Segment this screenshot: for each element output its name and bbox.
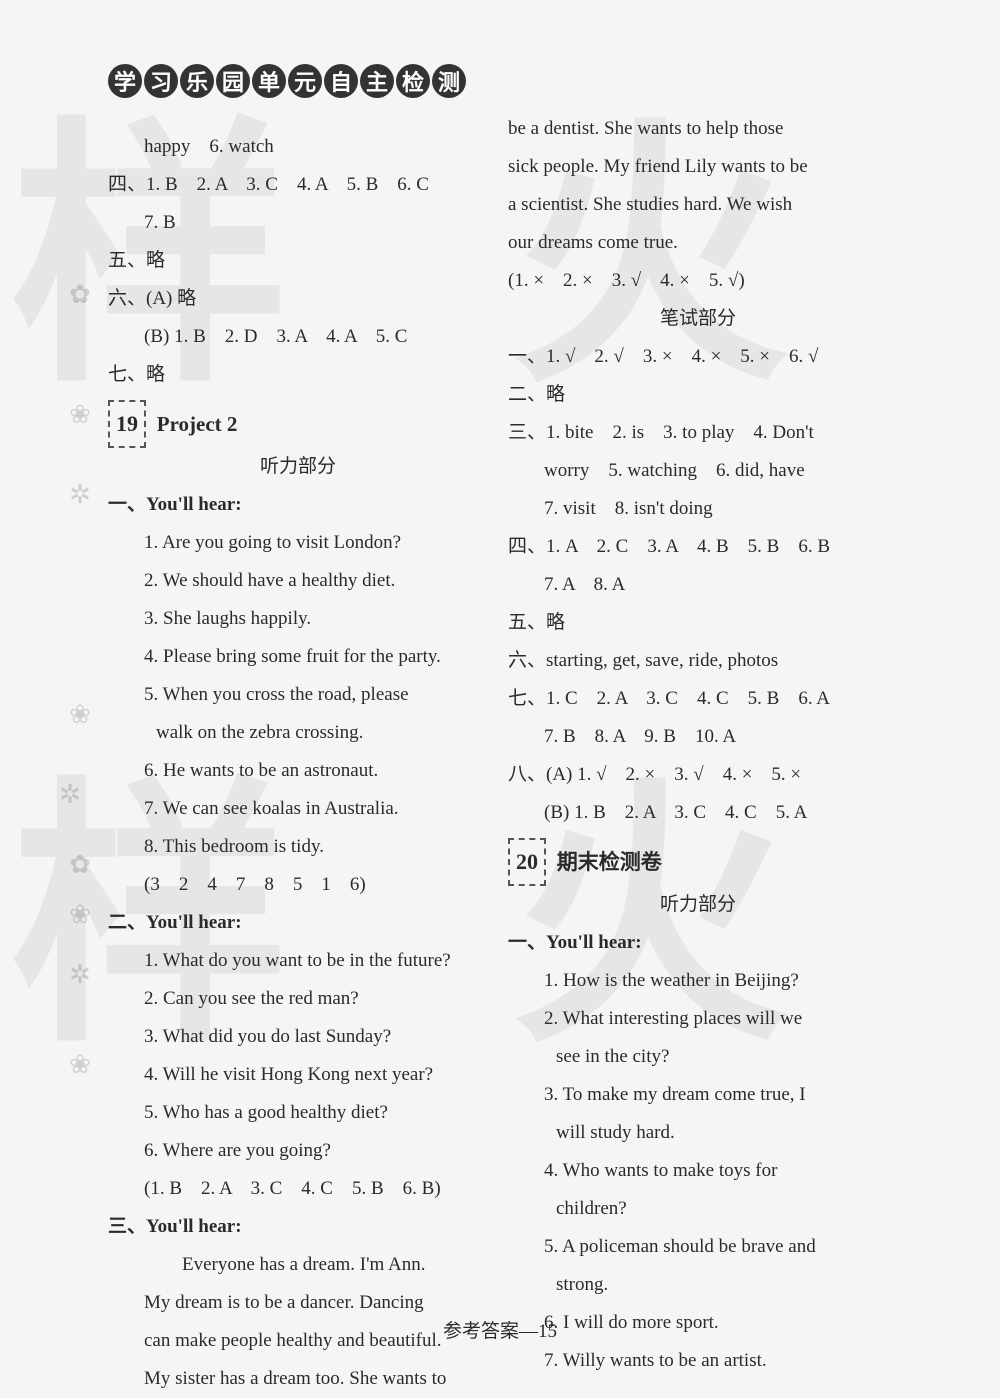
listen-item: 6. Where are you going?: [108, 1132, 488, 1170]
right-column: be a dentist. She wants to help those si…: [508, 110, 888, 1380]
sub-heading: 三、You'll hear:: [108, 1208, 488, 1246]
listen-item: 6. He wants to be an astronaut.: [108, 752, 488, 790]
decor-icon: ✲: [50, 780, 90, 810]
paragraph-line: My sister has a dream too. She wants to: [108, 1360, 488, 1398]
listen-item: 3. To make my dream come true, I: [508, 1076, 888, 1114]
left-column: happy 6. watch 四、1. B 2. A 3. C 4. A 5. …: [108, 128, 488, 1398]
listen-item: 1. What do you want to be in the future?: [108, 942, 488, 980]
paragraph-line: a scientist. She studies hard. We wish: [508, 186, 888, 224]
listen-item: walk on the zebra crossing.: [108, 714, 488, 752]
decor-icon: ❀: [60, 900, 100, 930]
section-title: 期末检测卷: [557, 850, 662, 874]
answer-line: 7. B 8. A 9. B 10. A: [508, 718, 888, 756]
header-char: 主: [360, 64, 394, 98]
listen-item: will study hard.: [508, 1114, 888, 1152]
answer-line: 五、略: [108, 242, 488, 280]
answer-line: 六、starting, get, save, ride, photos: [508, 642, 888, 680]
listen-item: 5. When you cross the road, please: [108, 676, 488, 714]
listen-item: 7. We can see koalas in Australia.: [108, 790, 488, 828]
header-char: 元: [288, 64, 322, 98]
listen-item: 5. A policeman should be brave and: [508, 1228, 888, 1266]
paragraph-line: be a dentist. She wants to help those: [508, 110, 888, 148]
answer-line: 五、略: [508, 604, 888, 642]
answer-line: 二、略: [508, 376, 888, 414]
header-char: 测: [432, 64, 466, 98]
paragraph-line: Everyone has a dream. I'm Ann.: [108, 1246, 488, 1284]
listen-item: 1. How is the weather in Beijing?: [508, 962, 888, 1000]
listen-item: 4. Please bring some fruit for the party…: [108, 638, 488, 676]
decor-icon: ❀: [60, 700, 100, 730]
answer-line: 7. A 8. A: [508, 566, 888, 604]
header-char: 单: [252, 64, 286, 98]
sub-heading: 一、You'll hear:: [108, 486, 488, 524]
text-line: happy 6. watch: [108, 128, 488, 166]
answer-line: 一、1. √ 2. √ 3. × 4. × 5. × 6. √: [508, 338, 888, 376]
answer-line: 八、(A) 1. √ 2. × 3. √ 4. × 5. ×: [508, 756, 888, 794]
decor-icon: ❀: [60, 1050, 100, 1080]
answer-line: 7. B: [108, 204, 488, 242]
answer-line: (B) 1. B 2. A 3. C 4. C 5. A: [508, 794, 888, 832]
paragraph-line: sick people. My friend Lily wants to be: [508, 148, 888, 186]
written-label: 笔试部分: [508, 300, 888, 338]
decor-icon: ✿: [60, 850, 100, 880]
listen-item: 3. She laughs happily.: [108, 600, 488, 638]
listen-item: 2. Can you see the red man?: [108, 980, 488, 1018]
listen-item: 7. Willy wants to be an artist.: [508, 1342, 888, 1380]
paragraph-line: our dreams come true.: [508, 224, 888, 262]
listen-item: 2. What interesting places will we: [508, 1000, 888, 1038]
header-char: 学: [108, 64, 142, 98]
answer-line: worry 5. watching 6. did, have: [508, 452, 888, 490]
answer-line: 六、(A) 略: [108, 280, 488, 318]
answer-line: 三、1. bite 2. is 3. to play 4. Don't: [508, 414, 888, 452]
answer-line: (B) 1. B 2. D 3. A 4. A 5. C: [108, 318, 488, 356]
listen-item: 4. Will he visit Hong Kong next year?: [108, 1056, 488, 1094]
section-number: 20: [508, 838, 546, 886]
decor-icon: ✲: [60, 480, 100, 510]
listen-item: 8. This bedroom is tidy.: [108, 828, 488, 866]
section-title: Project 2: [157, 412, 238, 436]
sub-heading: 一、You'll hear:: [508, 924, 888, 962]
listen-item: 4. Who wants to make toys for: [508, 1152, 888, 1190]
header-char: 乐: [180, 64, 214, 98]
answer-line: 四、1. A 2. C 3. A 4. B 5. B 6. B: [508, 528, 888, 566]
answer-line: (3 2 4 7 8 5 1 6): [108, 866, 488, 904]
header-char: 园: [216, 64, 250, 98]
listen-item: 1. Are you going to visit London?: [108, 524, 488, 562]
header-banner: 学 习 乐 园 单 元 自 主 检 测: [108, 64, 466, 98]
section-number: 19: [108, 400, 146, 448]
answer-line: 四、1. B 2. A 3. C 4. A 5. B 6. C: [108, 166, 488, 204]
listen-item: see in the city?: [508, 1038, 888, 1076]
listening-label: 听力部分: [508, 886, 888, 924]
listen-item: 5. Who has a good healthy diet?: [108, 1094, 488, 1132]
listen-item: children?: [508, 1190, 888, 1228]
decor-icon: ✲: [60, 960, 100, 990]
answer-line: (1. B 2. A 3. C 4. C 5. B 6. B): [108, 1170, 488, 1208]
listen-item: strong.: [508, 1266, 888, 1304]
listen-item: 3. What did you do last Sunday?: [108, 1018, 488, 1056]
page-footer: 参考答案—15: [0, 1316, 1000, 1343]
header-char: 习: [144, 64, 178, 98]
decor-icon: ✿: [60, 280, 100, 310]
decor-icon: ❀: [60, 400, 100, 430]
listen-item: 2. We should have a healthy diet.: [108, 562, 488, 600]
answer-line: 7. visit 8. isn't doing: [508, 490, 888, 528]
sub-heading: 二、You'll hear:: [108, 904, 488, 942]
header-char: 自: [324, 64, 358, 98]
answer-line: 七、1. C 2. A 3. C 4. C 5. B 6. A: [508, 680, 888, 718]
header-char: 检: [396, 64, 430, 98]
answer-line: (1. × 2. × 3. √ 4. × 5. √): [508, 262, 888, 300]
answer-line: 七、略: [108, 356, 488, 394]
listening-label: 听力部分: [108, 448, 488, 486]
